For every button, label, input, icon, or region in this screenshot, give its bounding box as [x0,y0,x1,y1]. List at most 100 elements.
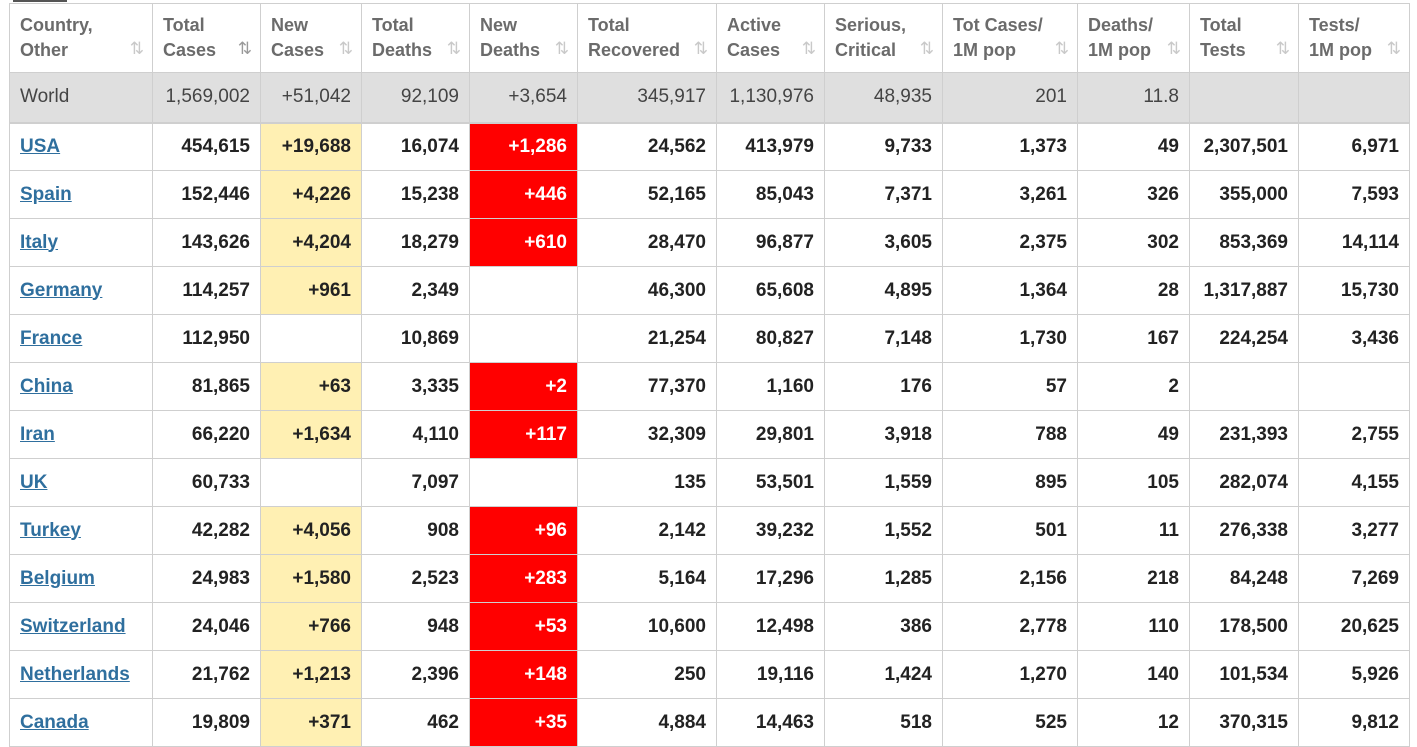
country-row: Iran 66,220 +1,634 4,110 +117 32,309 29,801 3,9… [9,410,1410,459]
country-link[interactable]: Canada [20,711,89,733]
cases-per-1m-cell: 201 [942,72,1078,124]
active-cases-cell: 413,979 [716,122,825,171]
serious-critical-header[interactable]: Serious, Critical ⇅ [824,3,943,73]
new-deaths-cell [469,458,578,507]
new-cases-cell: +63 [260,362,362,411]
country-cell[interactable]: Turkey [9,506,153,555]
country-link[interactable]: Italy [20,231,59,253]
top-tab-indicator [13,0,67,2]
header-label-line2: Cases [163,40,217,60]
total-tests-cell: 282,074 [1189,458,1299,507]
cases-per-1m-cell: 2,375 [942,218,1078,267]
deaths-per-1m-cell: 28 [1077,266,1190,315]
sort-arrows-icon[interactable]: ⇅ [1275,39,1290,58]
sort-arrows-icon[interactable]: ⇅ [446,39,461,58]
country-cell[interactable]: Spain [9,170,153,219]
new-deaths-header[interactable]: New Deaths ⇅ [469,3,578,73]
total-cases-cell: 114,257 [152,266,261,315]
country-link[interactable]: Netherlands [20,663,130,685]
new-cases-header[interactable]: New Cases ⇅ [260,3,362,73]
country-row: Germany 114,257 +961 2,349 46,300 65,608 4,895… [9,266,1410,315]
serious-critical-cell: 1,552 [824,506,943,555]
country-cell[interactable]: China [9,362,153,411]
active-cases-cell: 53,501 [716,458,825,507]
total-deaths-cell: 2,349 [361,266,470,315]
country-link[interactable]: USA [20,135,61,157]
deaths-per-1m-cell: 11.8 [1077,72,1190,124]
sort-desc-icon[interactable]: ⇅ [237,39,252,58]
covid-stats-table: Country, Other ⇅ Total Cases ⇅ New Cases ⇅ Total D… [9,3,1410,747]
active-cases-header[interactable]: Active Cases ⇅ [716,3,825,73]
country-row: Spain 152,446 +4,226 15,238 +446 52,165 85,043… [9,170,1410,219]
deaths-per-1m-cell: 2 [1077,362,1190,411]
country-cell[interactable]: Netherlands [9,650,153,699]
active-cases-cell: 17,296 [716,554,825,603]
total-cases-header[interactable]: Total Cases ⇅ [152,3,261,73]
sort-arrows-icon[interactable]: ⇅ [919,39,934,58]
tests-per-1m-cell: 5,926 [1298,650,1410,699]
new-deaths-cell: +2 [469,362,578,411]
deaths-per-1m-header[interactable]: Deaths/1M pop ⇅ [1077,3,1190,73]
country-cell[interactable]: UK [9,458,153,507]
country-cell[interactable]: Belgium [9,554,153,603]
country-link[interactable]: Belgium [20,567,95,589]
country-cell[interactable]: Switzerland [9,602,153,651]
header-label-line2: Deaths [372,40,433,60]
country-link[interactable]: Turkey [20,519,81,541]
sort-arrows-icon[interactable]: ⇅ [693,39,708,58]
cases-per-1m-cell: 1,364 [942,266,1078,315]
country-cell[interactable]: Canada [9,698,153,747]
country-link[interactable]: UK [20,471,48,493]
country-row: Turkey 42,282 +4,056 908 +96 2,142 39,232 1,552… [9,506,1410,555]
cases-per-1m-cell: 57 [942,362,1078,411]
total-tests-cell: 853,369 [1189,218,1299,267]
cases-per-1m-cell: 895 [942,458,1078,507]
total-cases-cell: 454,615 [152,122,261,171]
total-recovered-cell: 28,470 [577,218,717,267]
sort-arrows-icon[interactable]: ⇅ [1386,39,1401,58]
new-deaths-cell: +96 [469,506,578,555]
sort-arrows-icon[interactable]: ⇅ [1166,39,1181,58]
country-cell[interactable]: Iran [9,410,153,459]
tests-per-1m-cell [1298,72,1410,124]
country-cell[interactable]: France [9,314,153,363]
country-link[interactable]: Germany [20,279,103,301]
header-label-line2: Other [20,40,69,60]
active-cases-cell: 19,116 [716,650,825,699]
country-link[interactable]: China [20,375,73,397]
total-deaths-header[interactable]: Total Deaths ⇅ [361,3,470,73]
tests-per-1m-cell: 20,625 [1298,602,1410,651]
country-row: USA 454,615 +19,688 16,074 +1,286 24,562 413,9… [9,122,1410,171]
country-cell[interactable]: Italy [9,218,153,267]
country-header[interactable]: Country, Other ⇅ [9,3,153,73]
country-cell[interactable]: USA [9,122,153,171]
serious-critical-cell: 4,895 [824,266,943,315]
active-cases-cell: 80,827 [716,314,825,363]
tests-per-1m-cell: 7,269 [1298,554,1410,603]
header-label-line1: Country, [20,15,93,35]
tests-per-1m-header[interactable]: Tests/1M pop ⇅ [1298,3,1410,73]
header-label-line1: New [480,15,518,35]
tests-per-1m-cell: 7,593 [1298,170,1410,219]
cases-per-1m-header[interactable]: Tot Cases/1M pop ⇅ [942,3,1078,73]
total-tests-cell: 84,248 [1189,554,1299,603]
new-deaths-cell: +446 [469,170,578,219]
country-cell[interactable]: Germany [9,266,153,315]
total-deaths-cell: 92,109 [361,72,470,124]
active-cases-cell: 12,498 [716,602,825,651]
serious-critical-cell: 1,285 [824,554,943,603]
country-row: Netherlands 21,762 +1,213 2,396 +148 250 19,11… [9,650,1410,699]
sort-arrows-icon[interactable]: ⇅ [801,39,816,58]
sort-arrows-icon[interactable]: ⇅ [1054,39,1069,58]
total-tests-header[interactable]: Total Tests ⇅ [1189,3,1299,73]
sort-arrows-icon[interactable]: ⇅ [129,39,144,58]
deaths-per-1m-cell: 302 [1077,218,1190,267]
country-link[interactable]: France [20,327,83,349]
sort-arrows-icon[interactable]: ⇅ [338,39,353,58]
sort-arrows-icon[interactable]: ⇅ [554,39,569,58]
total-recovered-header[interactable]: Total Recovered ⇅ [577,3,717,73]
country-link[interactable]: Spain [20,183,72,205]
header-label-line2: Critical [835,40,897,60]
country-link[interactable]: Iran [20,423,55,445]
country-link[interactable]: Switzerland [20,615,126,637]
